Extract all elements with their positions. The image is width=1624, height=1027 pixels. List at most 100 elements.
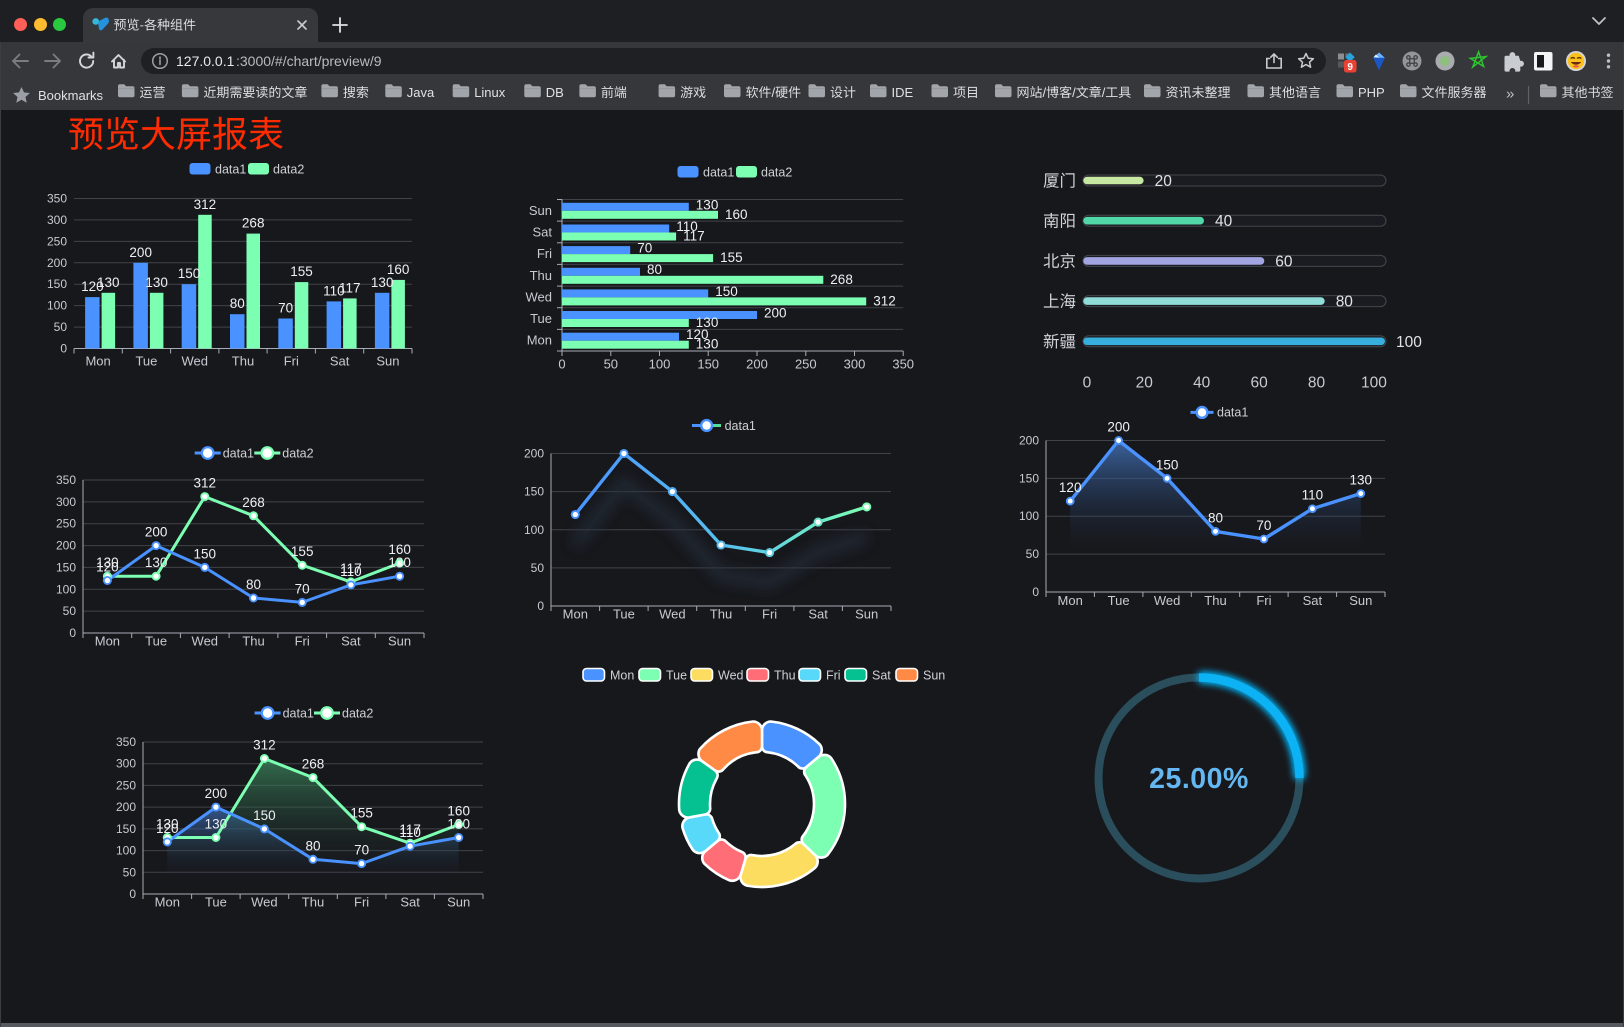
svg-text:50: 50 — [54, 320, 68, 334]
svg-text:130: 130 — [447, 817, 470, 832]
svg-text:data1: data1 — [703, 166, 734, 180]
svg-text:Sun: Sun — [1349, 593, 1372, 608]
svg-text:Thu: Thu — [302, 895, 324, 910]
svg-text:Sat: Sat — [808, 607, 828, 622]
svg-text:Sun: Sun — [447, 895, 470, 910]
svg-text:160: 160 — [725, 207, 748, 222]
svg-text:Fri: Fri — [826, 669, 841, 683]
svg-text:Wed: Wed — [1154, 593, 1181, 608]
svg-text:»: » — [1506, 86, 1514, 103]
svg-text:Wed: Wed — [251, 895, 278, 910]
svg-text:200: 200 — [116, 800, 136, 814]
svg-text:Tue: Tue — [135, 354, 157, 369]
svg-text:150: 150 — [194, 546, 217, 561]
svg-text:Tue: Tue — [530, 311, 552, 326]
svg-text:Sun: Sun — [529, 203, 552, 218]
svg-text:130: 130 — [696, 197, 719, 212]
svg-text:Fri: Fri — [284, 354, 299, 369]
svg-text:Wed: Wed — [659, 607, 686, 622]
svg-text:Wed: Wed — [181, 354, 208, 369]
svg-text:Fri: Fri — [354, 895, 369, 910]
svg-text:268: 268 — [242, 495, 265, 510]
svg-text:130: 130 — [156, 817, 179, 832]
svg-text:130: 130 — [96, 555, 119, 570]
svg-text:data2: data2 — [273, 163, 304, 177]
svg-text:120: 120 — [686, 327, 709, 342]
svg-text:Sun: Sun — [388, 634, 411, 649]
svg-text:Sun: Sun — [855, 607, 878, 622]
svg-text:Sat: Sat — [532, 225, 552, 240]
svg-text:Tue: Tue — [666, 669, 687, 683]
svg-text::3000/#/chart/preview/9: :3000/#/chart/preview/9 — [236, 53, 382, 69]
svg-text:150: 150 — [697, 357, 719, 372]
svg-text:117: 117 — [339, 280, 361, 295]
svg-text:data1: data1 — [725, 419, 756, 433]
svg-text:200: 200 — [56, 539, 76, 553]
svg-text:117: 117 — [340, 561, 362, 576]
svg-text:PHP: PHP — [1358, 85, 1385, 100]
svg-text:70: 70 — [295, 581, 310, 596]
svg-text:40: 40 — [1193, 375, 1211, 392]
svg-text:DB: DB — [546, 85, 564, 100]
svg-text:70: 70 — [637, 241, 652, 256]
svg-text:Tue: Tue — [1108, 593, 1130, 608]
svg-text:0: 0 — [1032, 585, 1039, 599]
svg-text:312: 312 — [873, 293, 896, 308]
svg-text:150: 150 — [524, 485, 544, 499]
svg-text:117: 117 — [399, 822, 421, 837]
svg-text:Thu: Thu — [774, 669, 796, 683]
svg-text:155: 155 — [291, 544, 314, 559]
svg-text:Sat: Sat — [330, 354, 350, 369]
svg-text:IDE: IDE — [892, 85, 914, 100]
svg-text:350: 350 — [892, 357, 914, 372]
svg-text:80: 80 — [647, 262, 662, 277]
svg-text:Bookmarks: Bookmarks — [38, 88, 104, 103]
svg-text:data2: data2 — [342, 707, 373, 721]
svg-text:300: 300 — [47, 213, 67, 227]
svg-text:130: 130 — [1350, 473, 1373, 488]
svg-text:200: 200 — [47, 256, 67, 270]
svg-text:117: 117 — [683, 229, 705, 244]
svg-text:130: 130 — [696, 315, 719, 330]
svg-text:70: 70 — [278, 301, 293, 316]
svg-text:70: 70 — [1256, 518, 1271, 533]
svg-text:0: 0 — [69, 626, 76, 640]
svg-text:150: 150 — [715, 284, 738, 299]
svg-text:250: 250 — [56, 517, 76, 531]
svg-text:Thu: Thu — [530, 268, 552, 283]
svg-text:Mon: Mon — [610, 669, 634, 683]
svg-text:160: 160 — [447, 804, 470, 819]
svg-text:120: 120 — [81, 279, 104, 294]
svg-text:Thu: Thu — [1204, 593, 1226, 608]
svg-text:data2: data2 — [761, 166, 792, 180]
svg-text:350: 350 — [47, 192, 67, 206]
svg-text:/: / — [1043, 85, 1047, 100]
svg-text:Sat: Sat — [1303, 593, 1323, 608]
svg-text:Tue: Tue — [613, 607, 635, 622]
svg-text:20: 20 — [1136, 375, 1154, 392]
svg-text:/: / — [1072, 85, 1076, 100]
svg-text:100: 100 — [1019, 509, 1039, 523]
svg-text:100: 100 — [1361, 375, 1387, 392]
svg-text:110: 110 — [399, 825, 421, 840]
svg-text:300: 300 — [116, 757, 136, 771]
svg-text:130: 130 — [97, 275, 120, 290]
svg-text:155: 155 — [720, 250, 743, 265]
svg-text:100: 100 — [1396, 334, 1422, 351]
svg-text:Thu: Thu — [242, 634, 264, 649]
svg-text:268: 268 — [830, 272, 853, 287]
svg-text:Mon: Mon — [563, 607, 588, 622]
svg-text:Fri: Fri — [762, 607, 777, 622]
svg-text:60: 60 — [1275, 253, 1293, 270]
svg-text:200: 200 — [129, 245, 152, 260]
svg-text:Mon: Mon — [95, 634, 120, 649]
svg-text:/: / — [1102, 85, 1106, 100]
svg-text:200: 200 — [205, 786, 228, 801]
svg-text:Thu: Thu — [710, 607, 732, 622]
svg-text:Mon: Mon — [1058, 593, 1083, 608]
svg-text:200: 200 — [1107, 420, 1130, 435]
svg-text:60: 60 — [1250, 375, 1268, 392]
svg-text:Mon: Mon — [85, 354, 110, 369]
svg-text:350: 350 — [56, 473, 76, 487]
svg-text:120: 120 — [156, 821, 179, 836]
